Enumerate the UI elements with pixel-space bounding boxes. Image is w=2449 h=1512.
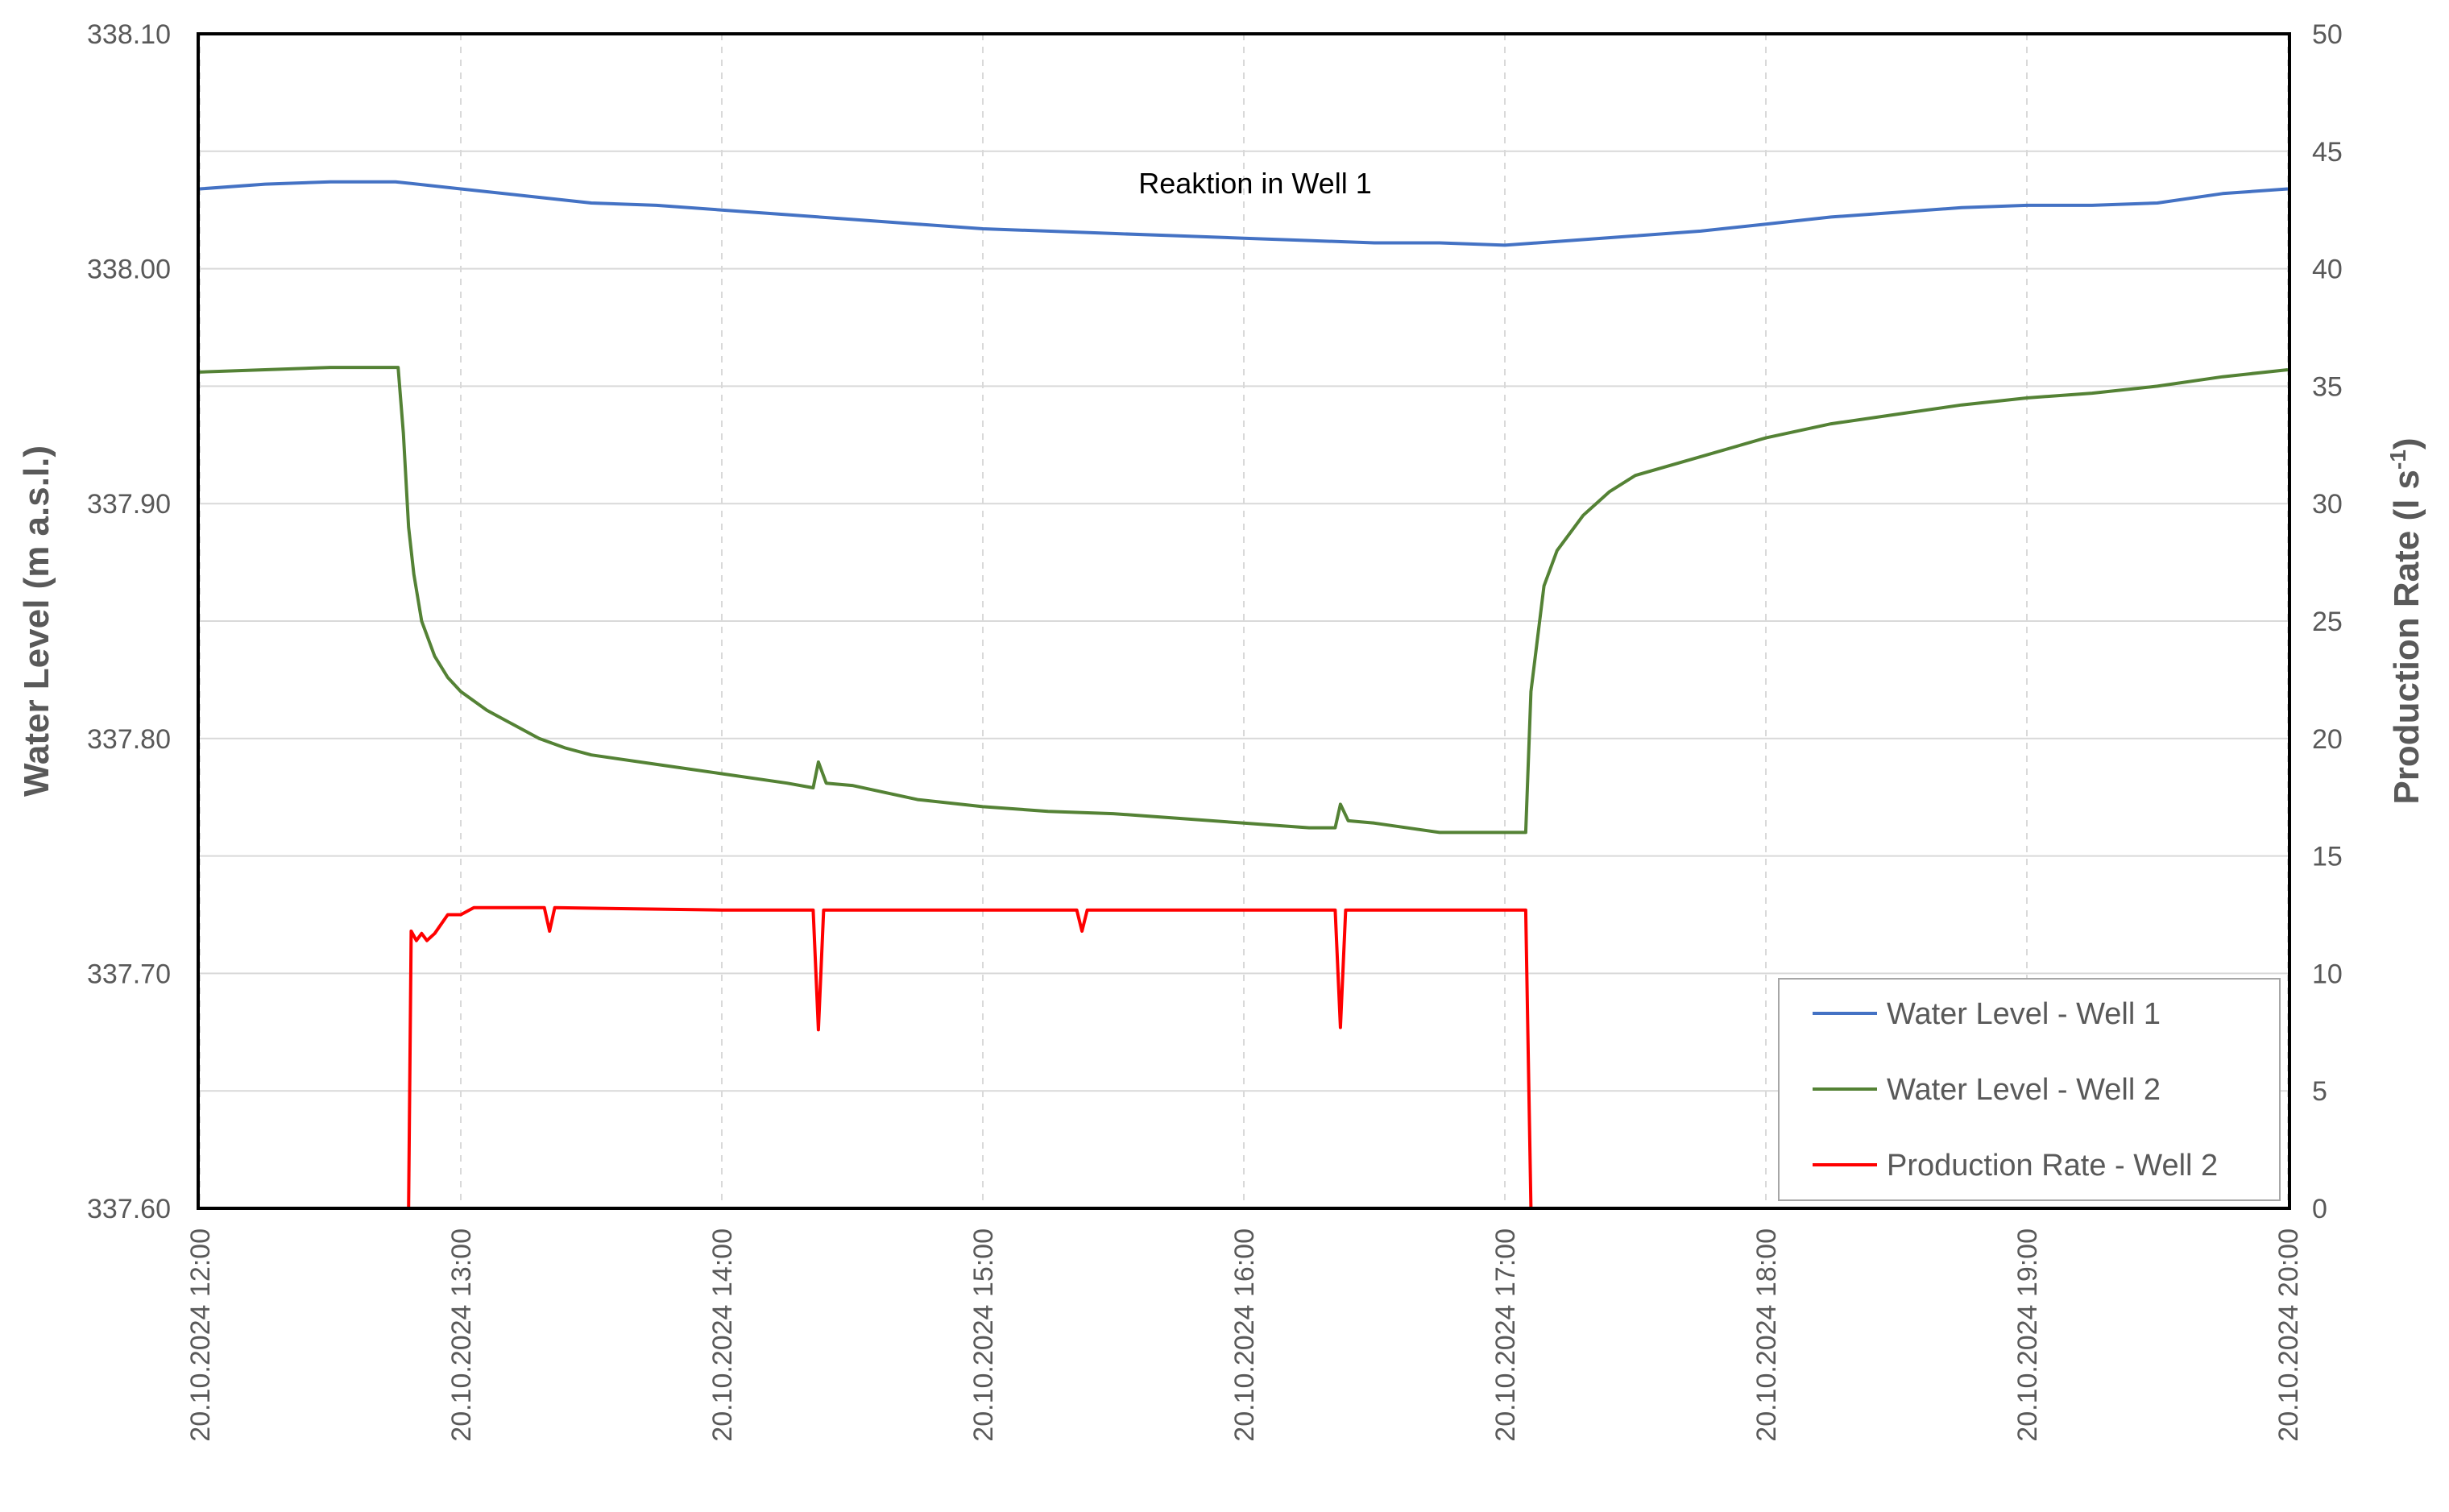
y-right-tick-2: 10 bbox=[2312, 959, 2343, 989]
y-right-tick-3: 15 bbox=[2312, 842, 2343, 872]
legend-label-well-2: Water Level - Well 2 bbox=[1887, 1073, 2161, 1107]
series-line-1 bbox=[199, 366, 2289, 835]
y-left-tick-0: 337.60 bbox=[87, 1194, 171, 1224]
x-tick-8: 20.10.2024 20:00 bbox=[2273, 1228, 2304, 1442]
series-line-2 bbox=[200, 905, 2288, 1210]
y-left-tick-5: 338.10 bbox=[87, 19, 171, 50]
x-tick-3: 20.10.2024 15:00 bbox=[968, 1228, 999, 1442]
series-line-0 bbox=[199, 180, 2289, 247]
x-tick-0: 20.10.2024 12:00 bbox=[185, 1228, 216, 1442]
y-right-tick-10: 50 bbox=[2312, 19, 2343, 50]
x-tick-5: 20.10.2024 17:00 bbox=[1490, 1228, 1521, 1442]
y-left-tick-4: 338.00 bbox=[87, 255, 171, 285]
y-right-tick-7: 35 bbox=[2312, 371, 2343, 402]
x-tick-labels: 20.10.2024 12:00 20.10.2024 13:00 20.10.20… bbox=[185, 1228, 2304, 1442]
y-left-tick-labels: 337.60 337.70 337.80 337.90 338.00 338.10 bbox=[87, 19, 171, 1224]
y-right-tick-8: 40 bbox=[2312, 255, 2343, 285]
y-left-tick-2: 337.80 bbox=[87, 724, 171, 755]
y-right-axis-title: Production Rate (l s-1) bbox=[2385, 437, 2426, 804]
y-left-tick-1: 337.70 bbox=[87, 959, 171, 989]
y-right-tick-4: 20 bbox=[2312, 724, 2343, 755]
y-right-tick-5: 25 bbox=[2312, 607, 2343, 637]
y-right-tick-0: 0 bbox=[2312, 1194, 2327, 1224]
x-tick-6: 20.10.2024 18:00 bbox=[1751, 1228, 1782, 1442]
y-right-axis-title-main: Production Rate (l s bbox=[2387, 470, 2426, 805]
plot-frame bbox=[197, 32, 2291, 1210]
y-right-tick-1: 5 bbox=[2312, 1076, 2327, 1107]
legend-label-production-rate: Production Rate - Well 2 bbox=[1887, 1149, 2218, 1183]
chart-annotation: Reaktion in Well 1 bbox=[1138, 167, 1371, 200]
y-right-axis-title-end: ) bbox=[2387, 437, 2426, 449]
y-left-axis-title: Water Level (m a.s.l.) bbox=[17, 445, 56, 797]
x-tick-2: 20.10.2024 14:00 bbox=[707, 1228, 738, 1442]
legend-label-well-1: Water Level - Well 1 bbox=[1887, 997, 2161, 1031]
y-right-tick-labels: 0 5 10 15 20 25 30 35 40 45 50 bbox=[2312, 19, 2343, 1224]
series-layer bbox=[199, 180, 2289, 1210]
y-right-axis-title-superscript: -1 bbox=[2385, 449, 2410, 470]
y-right-tick-6: 30 bbox=[2312, 489, 2343, 520]
legend: Water Level - Well 1 Water Level - Well … bbox=[1778, 978, 2281, 1201]
x-tick-1: 20.10.2024 13:00 bbox=[446, 1228, 477, 1442]
x-tick-7: 20.10.2024 19:00 bbox=[2012, 1228, 2043, 1442]
y-left-tick-3: 337.90 bbox=[87, 489, 171, 520]
y-right-tick-9: 45 bbox=[2312, 137, 2343, 168]
x-tick-4: 20.10.2024 16:00 bbox=[1229, 1228, 1260, 1442]
